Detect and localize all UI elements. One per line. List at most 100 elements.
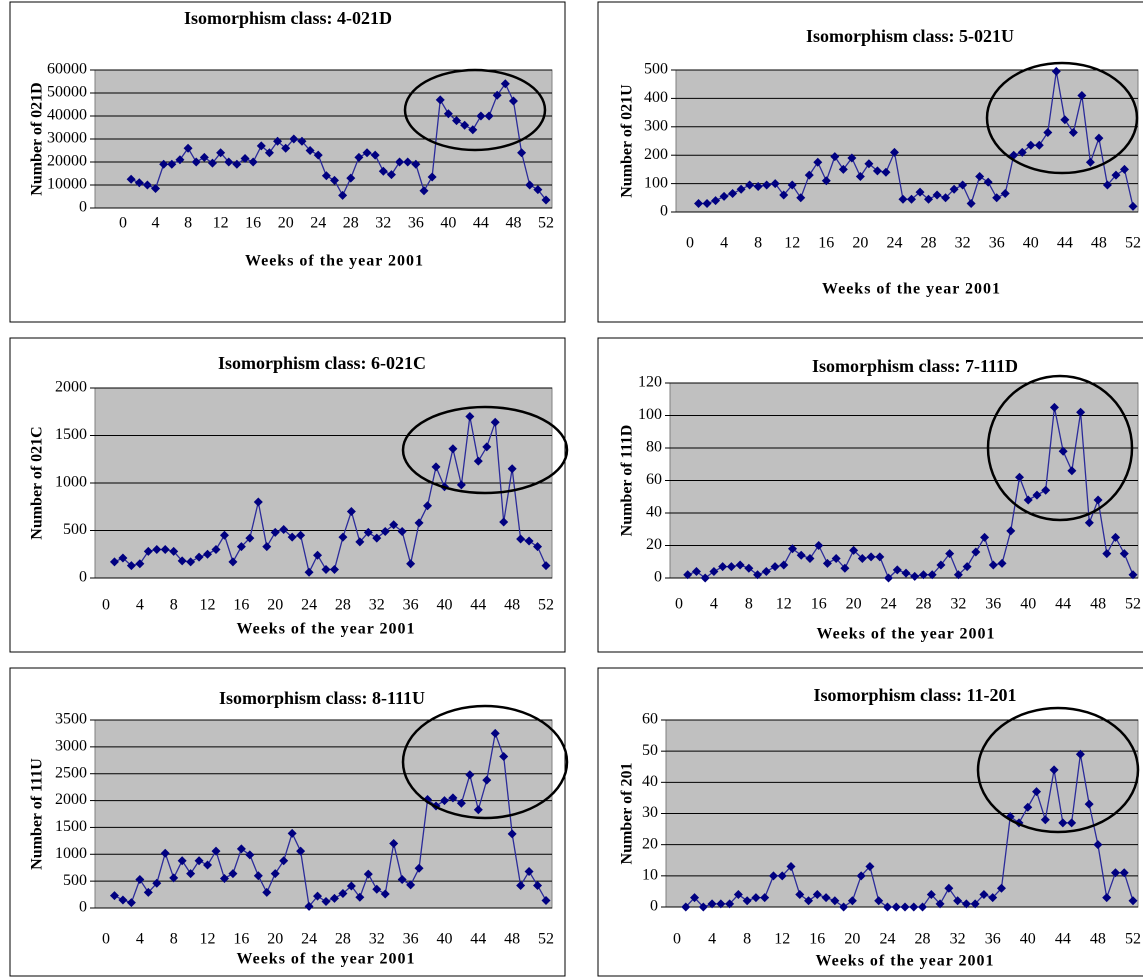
marker [961, 899, 971, 909]
x-tick-label: 40 [1020, 931, 1036, 948]
marker [216, 148, 226, 158]
marker [403, 157, 413, 167]
y-tick-label: 500 [63, 521, 87, 538]
x-tick-label: 20 [852, 235, 868, 252]
x-tick-label: 28 [335, 931, 351, 948]
x-tick-label: 12 [213, 215, 229, 232]
marker [427, 172, 437, 182]
marker [524, 536, 534, 546]
marker [287, 532, 297, 542]
marker [378, 166, 388, 176]
marker [1077, 91, 1087, 101]
chart-title: Isomorphism class: 5-021U [806, 26, 1014, 46]
y-tick-label: 0 [650, 898, 658, 915]
marker [966, 198, 976, 208]
marker [397, 875, 407, 885]
marker [541, 895, 551, 905]
marker [482, 775, 492, 785]
marker [1119, 549, 1129, 559]
marker [232, 159, 242, 169]
marker [1102, 893, 1112, 903]
marker [363, 869, 373, 879]
marker [492, 90, 502, 100]
marker [456, 480, 466, 490]
marker [1128, 201, 1138, 211]
y-tick-label: 30 [642, 804, 658, 821]
marker [500, 79, 510, 89]
marker [796, 193, 806, 203]
marker [840, 563, 850, 573]
marker [169, 546, 179, 556]
x-tick-label: 24 [301, 597, 317, 614]
marker [865, 861, 875, 871]
marker [1006, 526, 1016, 536]
marker [256, 141, 266, 151]
marker [898, 194, 908, 204]
marker [468, 125, 478, 135]
x-tick-label: 36 [403, 597, 419, 614]
marker [135, 875, 145, 885]
marker [380, 889, 390, 899]
x-tick-label: 24 [879, 931, 895, 948]
x-tick-label: 16 [233, 931, 249, 948]
marker [1068, 127, 1078, 137]
marker [203, 549, 213, 559]
marker [882, 902, 892, 912]
marker [389, 520, 399, 530]
x-tick-label: 40 [436, 931, 452, 948]
marker [517, 148, 527, 158]
marker [856, 871, 866, 881]
marker [1051, 66, 1061, 76]
marker [270, 527, 280, 537]
marker [1060, 115, 1070, 125]
marker [1032, 490, 1042, 500]
x-tick-label: 44 [1057, 235, 1073, 252]
marker [473, 805, 483, 815]
marker [279, 525, 289, 535]
x-tick-label: 0 [686, 235, 694, 252]
marker [126, 898, 136, 908]
marker [1128, 570, 1138, 580]
marker [219, 530, 229, 540]
marker [484, 111, 494, 121]
x-tick-label: 48 [504, 597, 520, 614]
x-tick-label: 40 [436, 597, 452, 614]
marker [443, 109, 453, 119]
marker [253, 871, 263, 881]
x-tick-label: 52 [538, 597, 554, 614]
marker [490, 728, 500, 738]
chart-title: Isomorphism class: 4-021D [184, 8, 392, 28]
marker [211, 846, 221, 856]
marker [224, 157, 234, 167]
marker [702, 198, 712, 208]
marker [304, 901, 314, 911]
x-tick-label: 44 [470, 597, 486, 614]
marker [279, 856, 289, 866]
marker [253, 497, 263, 507]
marker [918, 570, 928, 580]
marker [1000, 189, 1010, 199]
x-tick-label: 48 [504, 931, 520, 948]
y-tick-label: 100 [638, 406, 662, 423]
marker [1102, 180, 1112, 190]
x-tick-label: 24 [301, 931, 317, 948]
marker [346, 507, 356, 516]
marker [423, 501, 433, 511]
y-tick-label: 40 [646, 504, 662, 521]
marker [745, 180, 755, 190]
marker [915, 187, 925, 197]
chart-title: Isomorphism class: 8-111U [219, 688, 425, 708]
marker [997, 558, 1007, 568]
series-line [698, 71, 1134, 207]
x-tick-label: 20 [844, 931, 860, 948]
marker [419, 186, 429, 196]
x-axis-label: Weeks of the year 2001 [236, 951, 415, 968]
x-tick-label: 20 [267, 931, 283, 948]
marker [414, 518, 424, 528]
marker [287, 828, 297, 838]
marker [169, 873, 179, 883]
marker [167, 159, 177, 169]
marker [541, 195, 551, 205]
marker [1111, 532, 1121, 542]
x-tick-label: 24 [310, 215, 326, 232]
